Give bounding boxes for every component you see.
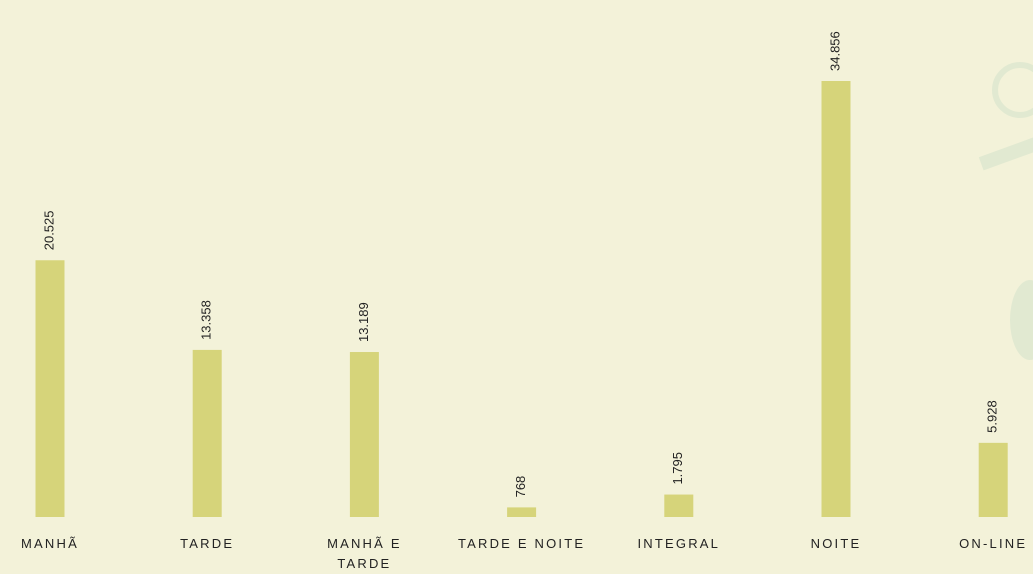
value-label: 768	[513, 476, 528, 498]
x-tick-label: MANHÃ	[0, 534, 115, 554]
bar	[36, 260, 65, 517]
bar	[822, 81, 851, 517]
bar	[979, 443, 1008, 517]
x-tick-label: NOITE	[771, 534, 901, 554]
value-label: 1.795	[670, 452, 685, 485]
value-label: 13.358	[199, 300, 214, 340]
value-label: 13.189	[356, 302, 371, 342]
x-tick-label: MANHÃ E TARDE	[324, 534, 404, 574]
page: 20.52513.35813.1897681.79534.8565.928 ((…	[0, 0, 1033, 574]
x-tick-label: INTEGRAL	[614, 534, 744, 554]
value-label: 5.928	[985, 400, 1000, 433]
chart: 20.525 13.358 13.189 768 1.795 34.856 5.928	[0, 0, 1033, 574]
bar	[507, 507, 536, 517]
x-tick-label: TARDE E NOITE	[457, 534, 587, 554]
decoration	[979, 65, 1033, 360]
bar	[193, 350, 222, 517]
x-tick-label: TARDE	[142, 534, 272, 554]
x-tick-label: ON-LINE	[928, 534, 1033, 554]
bar	[350, 352, 379, 517]
value-label: 34.856	[827, 31, 842, 71]
value-label: 20.525	[41, 210, 56, 250]
bar	[664, 495, 693, 517]
